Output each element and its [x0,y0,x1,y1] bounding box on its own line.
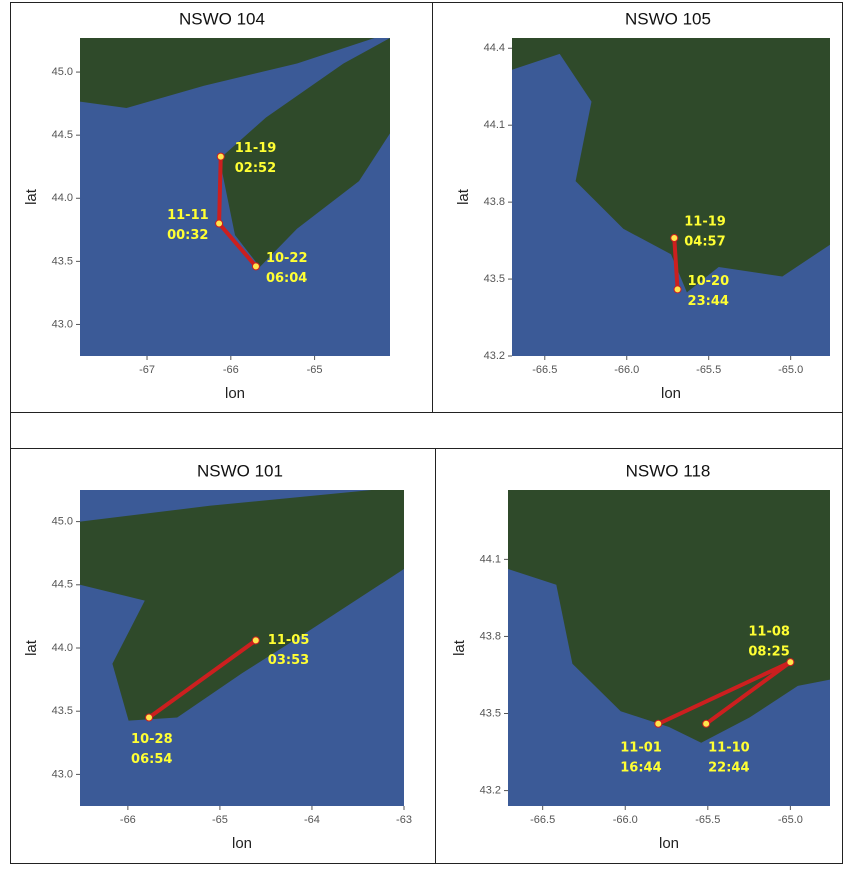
x-tick-label: -66 [223,364,239,376]
x-tick-label: -63 [396,814,412,826]
point [217,153,224,160]
point-label: 11-08 [748,625,790,640]
point-label: 10-28 [131,732,173,747]
x-tick-label: -67 [139,364,155,376]
x-tick-label: -66.5 [532,364,557,376]
point-label: 11-19 [235,141,277,156]
point-label: 11-10 [708,740,750,755]
point [787,659,794,666]
y-tick-label: 43.5 [480,707,501,719]
x-tick-label: -65.5 [695,814,720,826]
x-tick-label: -66.5 [530,814,555,826]
x-tick-label: -64 [304,814,320,826]
y-tick-label: 44.5 [52,129,73,141]
x-tick-label: -66.0 [614,364,639,376]
y-tick-label: 43.5 [52,255,73,267]
y-tick-label: 44.4 [484,42,505,54]
point [252,263,259,270]
x-tick-label: -65 [307,364,323,376]
y-tick-label: 43.0 [52,318,73,330]
y-tick-label: 43.8 [480,630,501,642]
chart-title: NSWO 118 [626,461,711,480]
point-label: 16:44 [620,760,661,775]
point [671,235,678,242]
y-tick-label: 44.0 [52,192,73,204]
x-tick-label: -65 [212,814,228,826]
y-tick-label: 43.5 [52,705,73,717]
chart-title: NSWO 101 [197,461,283,480]
y-tick-label: 44.1 [484,119,505,131]
y-axis-title: lat [23,188,40,205]
chart-title: NSWO 104 [179,9,265,28]
y-axis-title: lat [23,639,40,656]
x-axis-title: lon [659,835,679,852]
point-label: 23:44 [688,294,729,309]
point [674,286,681,293]
point [146,714,153,721]
y-tick-label: 45.0 [52,66,73,78]
x-tick-label: -66.0 [613,814,638,826]
point-label: 04:57 [684,235,725,250]
point-label: 22:44 [708,760,749,775]
figure: NSWO 104 lon lat -67 -66 -65 43.0 43.5 44.0 44.5 4… [0,0,846,866]
y-axis-title: lat [455,188,472,205]
point-label: 11-11 [167,208,209,223]
y-tick-label: 43.0 [52,768,73,780]
x-axis-title: lon [661,385,681,402]
point-label: 06:54 [131,752,172,767]
point [655,720,662,727]
y-tick-label: 44.0 [52,642,73,654]
x-axis-title: lon [225,385,245,402]
point [703,720,710,727]
point-label: 11-01 [620,740,662,755]
point-label: 03:53 [268,653,309,668]
page: {"chart_data": [ {"type": "line", "title… [0,0,846,866]
x-tick-label: -65.0 [778,364,803,376]
point-label: 00:32 [167,228,208,243]
point-label: 08:25 [748,645,789,660]
point [216,220,223,227]
x-axis-title: lon [232,835,252,852]
y-tick-label: 43.8 [484,196,505,208]
y-tick-label: 43.5 [484,273,505,285]
y-tick-label: 44.1 [480,553,501,565]
point-label: 06:04 [266,271,307,286]
y-tick-label: 45.0 [52,516,73,528]
x-tick-label: -65.5 [696,364,721,376]
y-tick-label: 43.2 [480,784,501,796]
point-label: 11-19 [684,215,726,230]
point-label: 11-05 [268,633,310,648]
chart-title: NSWO 105 [625,9,711,28]
y-tick-label: 43.2 [484,350,505,362]
point-label: 02:52 [235,161,276,176]
point-label: 10-20 [688,274,730,289]
x-tick-label: -66 [120,814,136,826]
x-tick-label: -65.0 [778,814,803,826]
y-tick-label: 44.5 [52,579,73,591]
point [252,637,259,644]
y-axis-title: lat [451,639,468,656]
point-label: 10-22 [266,251,308,266]
